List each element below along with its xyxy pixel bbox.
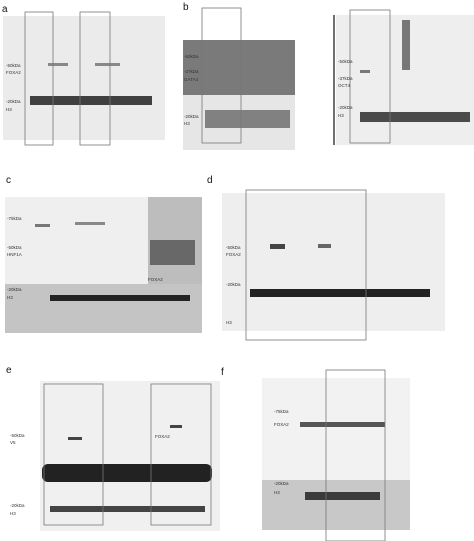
label: H3 bbox=[274, 490, 280, 495]
blot bbox=[222, 193, 445, 331]
band bbox=[42, 464, 212, 482]
label: OCT4 bbox=[338, 83, 350, 88]
label: FOXA2 bbox=[226, 252, 241, 257]
blot-dark bbox=[183, 40, 295, 95]
band bbox=[360, 70, 370, 73]
highlight-box bbox=[325, 369, 386, 541]
band bbox=[250, 289, 430, 297]
band bbox=[68, 437, 82, 440]
band bbox=[170, 425, 182, 428]
band bbox=[50, 506, 205, 512]
band bbox=[30, 96, 152, 105]
blot bbox=[262, 378, 410, 480]
panel-e: e -50kDa V5 FOXA2 -20kDa H3 bbox=[6, 365, 220, 531]
highlight-box bbox=[150, 383, 212, 526]
label: GATA4 bbox=[184, 77, 199, 82]
label: -50kDa bbox=[338, 59, 353, 64]
label: -75kDa bbox=[274, 409, 289, 414]
highlight-box bbox=[245, 189, 367, 341]
label: -20kDa bbox=[226, 282, 241, 287]
panel-letter: c bbox=[6, 175, 11, 186]
blot-lower bbox=[5, 284, 202, 333]
highlight-box bbox=[24, 11, 54, 146]
label: -37kDa bbox=[184, 69, 199, 74]
label: -75kDa bbox=[7, 216, 22, 221]
label: -50kDa bbox=[226, 245, 241, 250]
band bbox=[300, 422, 385, 427]
band bbox=[402, 20, 410, 70]
label: FOXA2 bbox=[155, 434, 170, 439]
label: FOXA2 bbox=[274, 422, 289, 427]
band bbox=[318, 244, 331, 248]
panel-c: c -75kDa -50kDa HNF1A FOXA2 -20kDa H3 bbox=[5, 175, 202, 333]
label: FOXA2 bbox=[6, 70, 21, 75]
highlight-box bbox=[201, 7, 242, 144]
highlight-box bbox=[349, 9, 391, 144]
band bbox=[305, 492, 380, 500]
label: H3 bbox=[338, 113, 344, 118]
label: -50kDa bbox=[7, 245, 22, 250]
label: H3 bbox=[10, 511, 16, 516]
label: -50kDa bbox=[10, 433, 25, 438]
label: -20kDa bbox=[6, 99, 21, 104]
band bbox=[48, 63, 68, 66]
label: FOXA2 bbox=[148, 277, 163, 282]
band bbox=[75, 222, 105, 225]
blot bbox=[3, 16, 165, 140]
panel-letter: b bbox=[183, 2, 189, 13]
label: H3 bbox=[6, 107, 12, 112]
label: HNF1A bbox=[7, 252, 22, 257]
panel-b: b -50kDa -37kDa GATA4 -20kDa H3 -50kDa -… bbox=[183, 2, 474, 150]
band bbox=[50, 295, 190, 301]
panel-a: a -50kDa FOXA2 -20kDa H3 bbox=[2, 4, 165, 146]
panel-letter: f bbox=[221, 367, 224, 378]
highlight-box bbox=[43, 383, 104, 526]
label: -50kDa bbox=[184, 54, 199, 59]
label: -50kDa bbox=[6, 63, 21, 68]
label: -20kDa bbox=[274, 481, 289, 486]
band bbox=[150, 240, 195, 265]
band bbox=[360, 112, 470, 122]
label: -20kDa bbox=[184, 114, 199, 119]
panel-letter: d bbox=[207, 175, 213, 186]
label: -20kDa bbox=[338, 105, 353, 110]
highlight-box bbox=[79, 11, 111, 146]
label: H3 bbox=[226, 320, 232, 325]
label: H3 bbox=[7, 295, 13, 300]
band bbox=[205, 110, 290, 128]
blot-lower bbox=[262, 480, 410, 530]
band bbox=[35, 224, 50, 227]
label: -37kDa bbox=[338, 76, 353, 81]
panel-f: f -75kDa FOXA2 -20kDa H3 bbox=[221, 367, 410, 541]
panel-letter: a bbox=[2, 4, 8, 15]
band bbox=[95, 63, 120, 66]
panel-letter: e bbox=[6, 365, 12, 376]
label: -20kDa bbox=[7, 287, 22, 292]
panel-d: d -50kDa FOXA2 -20kDa H3 bbox=[207, 175, 445, 341]
band bbox=[270, 244, 285, 249]
label: -20kDa bbox=[10, 503, 25, 508]
label: V5 bbox=[10, 440, 16, 445]
label: H3 bbox=[184, 121, 190, 126]
